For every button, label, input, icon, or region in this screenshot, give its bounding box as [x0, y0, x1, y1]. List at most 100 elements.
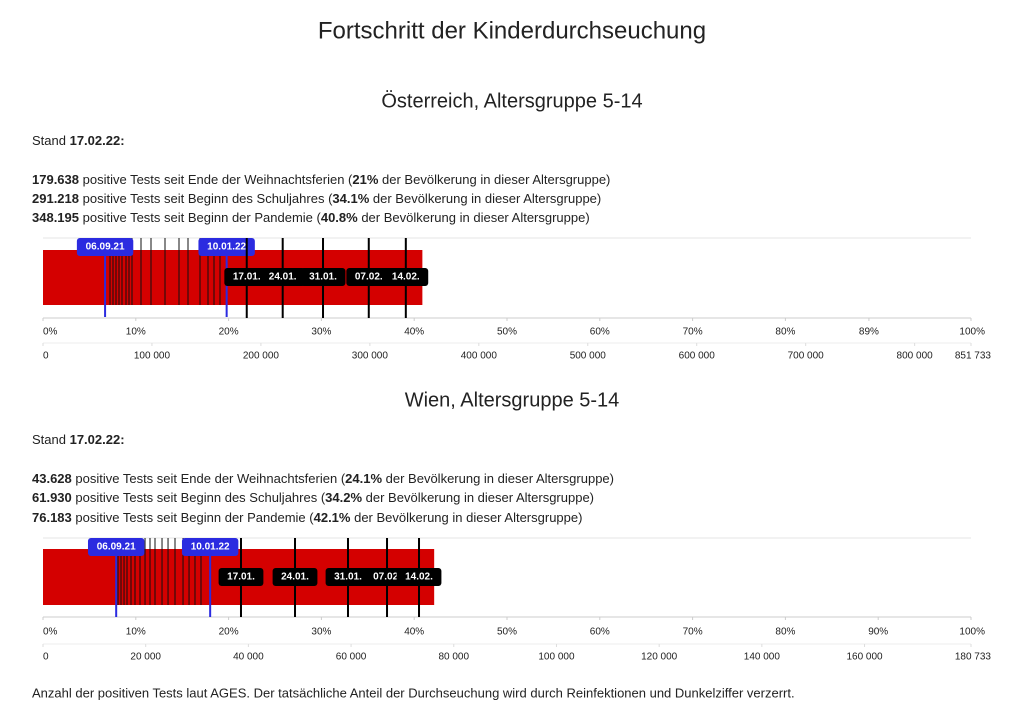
x-tick-label: 20 000: [130, 652, 161, 663]
marker-label: 06.09.21: [97, 542, 136, 553]
text-run: 17.02.22:: [70, 133, 125, 148]
marker-label: 06.09.21: [86, 242, 125, 253]
pct-tick-label: 100%: [959, 327, 985, 338]
x-tick-label: 140 000: [744, 652, 781, 663]
text-run: der Bevölkerung in dieser Altersgruppe): [362, 490, 594, 505]
pct-tick-label: 10%: [126, 627, 146, 638]
text-run: 24.1%: [345, 471, 382, 486]
text-run: 61.930: [32, 490, 72, 505]
text-line: 179.638 positive Tests seit Ende der Wei…: [32, 172, 610, 187]
text-line: 291.218 positive Tests seit Beginn des S…: [32, 191, 601, 206]
pct-tick-label: 0%: [43, 627, 58, 638]
pct-tick-label: 100%: [959, 627, 985, 638]
text-run: positive Tests seit Beginn des Schuljahr…: [79, 191, 333, 206]
marker-label: 17.01.: [227, 572, 255, 583]
x-tick-label: 120 000: [641, 652, 678, 663]
marker-label: 17.01.: [233, 272, 261, 283]
x-tick-label: 600 000: [679, 351, 716, 362]
text-line: Stand 17.02.22:: [32, 133, 125, 148]
text-line: 61.930 positive Tests seit Beginn des Sc…: [32, 490, 594, 505]
text-run: 179.638: [32, 172, 79, 187]
x-tick-label: 300 000: [352, 351, 389, 362]
text-run: Stand: [32, 432, 70, 447]
text-run: positive Tests seit Beginn des Schuljahr…: [72, 490, 326, 505]
pct-tick-label: 0%: [43, 327, 58, 338]
text-line: Stand 17.02.22:: [32, 432, 125, 447]
text-run: 43.628: [32, 471, 72, 486]
pct-tick-label: 70%: [683, 627, 703, 638]
pct-tick-label: 20%: [219, 327, 239, 338]
marker-label: 24.01.: [281, 572, 309, 583]
text-run: 40.8%: [321, 210, 358, 225]
x-tick-label: 180 733: [955, 652, 992, 663]
marker-label-box: [272, 568, 318, 586]
marker-label-box: [181, 538, 239, 556]
pct-tick-label: 70%: [683, 327, 703, 338]
text-run: positive Tests seit Beginn der Pandemie …: [72, 510, 315, 525]
marker-label: 24.01.: [269, 272, 297, 283]
text-run: 348.195: [32, 210, 79, 225]
page-title: Fortschritt der Kinderdurchseuchung: [318, 17, 706, 44]
pct-tick-label: 80%: [775, 627, 795, 638]
x-tick-label: 700 000: [788, 351, 825, 362]
marker-label: 14.02.: [405, 572, 433, 583]
x-tick-label: 200 000: [243, 351, 280, 362]
pct-tick-label: 90%: [868, 627, 888, 638]
x-tick-label: 800 000: [897, 351, 934, 362]
text-line: 348.195 positive Tests seit Beginn der P…: [32, 210, 590, 225]
footer-note: Anzahl der positiven Tests laut AGES. De…: [32, 685, 795, 700]
marker-label-box: [224, 268, 270, 286]
text-run: 76.183: [32, 510, 72, 525]
text-run: der Bevölkerung in dieser Altersgruppe): [382, 471, 614, 486]
text-run: positive Tests seit Beginn der Pandemie …: [79, 210, 322, 225]
marker-label-box: [300, 268, 346, 286]
pct-tick-label: 40%: [404, 627, 424, 638]
text-run: 34.2%: [325, 490, 362, 505]
marker-label-box: [260, 268, 306, 286]
x-tick-label: 100 000: [134, 351, 171, 362]
text-line: 43.628 positive Tests seit Ende der Weih…: [32, 471, 614, 486]
marker-label-box: [383, 268, 429, 286]
pct-tick-label: 30%: [311, 327, 331, 338]
marker-label-box: [87, 538, 145, 556]
x-tick-label: 100 000: [538, 652, 575, 663]
text-run: 17.02.22:: [70, 432, 125, 447]
pct-tick-label: 50%: [497, 327, 517, 338]
marker-label-box: [218, 568, 264, 586]
pct-tick-label: 20%: [219, 627, 239, 638]
x-tick-label: 500 000: [570, 351, 607, 362]
text-run: Stand: [32, 133, 70, 148]
text-run: der Bevölkerung in dieser Altersgruppe): [358, 210, 590, 225]
pct-tick-label: 40%: [404, 327, 424, 338]
text-run: 34.1%: [332, 191, 369, 206]
marker-label-box: [76, 238, 134, 256]
text-run: 42.1%: [314, 510, 351, 525]
x-tick-label: 40 000: [233, 652, 264, 663]
marker-label-box: [396, 568, 442, 586]
text-run: 291.218: [32, 191, 79, 206]
x-tick-label: 400 000: [461, 351, 498, 362]
pct-tick-label: 60%: [590, 627, 610, 638]
marker-label: 31.01.: [309, 272, 337, 283]
text-line: 76.183 positive Tests seit Beginn der Pa…: [32, 510, 582, 525]
section-title: Wien, Altersgruppe 5-14: [405, 389, 620, 411]
section-title: Österreich, Altersgruppe 5-14: [381, 90, 642, 112]
x-tick-label: 851 733: [955, 351, 992, 362]
text-run: der Bevölkerung in dieser Altersgruppe): [369, 191, 601, 206]
pct-tick-label: 50%: [497, 627, 517, 638]
pct-tick-label: 60%: [590, 327, 610, 338]
pct-tick-label: 10%: [126, 327, 146, 338]
text-run: der Bevölkerung in dieser Altersgruppe): [378, 172, 610, 187]
marker-label-box: [346, 268, 392, 286]
marker-label: 07.02.: [355, 272, 383, 283]
x-tick-label: 0: [43, 351, 49, 362]
x-tick-label: 80 000: [438, 652, 469, 663]
text-run: positive Tests seit Ende der Weihnachtsf…: [72, 471, 346, 486]
marker-label-box: [325, 568, 371, 586]
marker-label: 10.01.22: [191, 542, 230, 553]
pct-tick-label: 30%: [311, 627, 331, 638]
x-tick-label: 160 000: [846, 652, 883, 663]
text-run: der Bevölkerung in dieser Altersgruppe): [350, 510, 582, 525]
pct-tick-label: 80%: [775, 327, 795, 338]
